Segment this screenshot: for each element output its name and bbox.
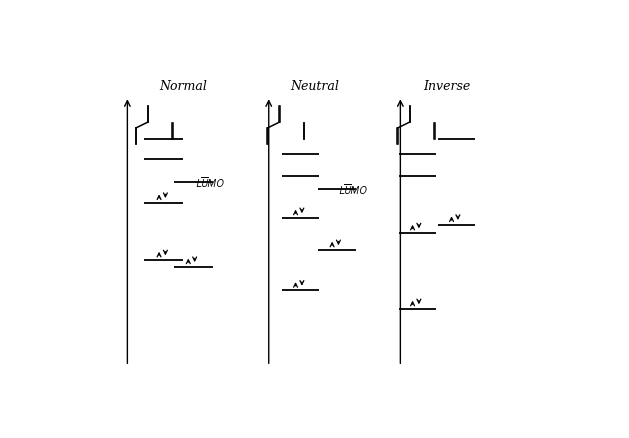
Text: Normal: Normal (160, 80, 208, 93)
Text: $\mathregular{L\overline{U}MO}$: $\mathregular{L\overline{U}MO}$ (338, 182, 368, 197)
Text: Inverse: Inverse (423, 80, 470, 93)
Text: $\mathregular{L\overline{U}MO}$: $\mathregular{L\overline{U}MO}$ (194, 176, 225, 191)
Text: Neutral: Neutral (291, 80, 340, 93)
